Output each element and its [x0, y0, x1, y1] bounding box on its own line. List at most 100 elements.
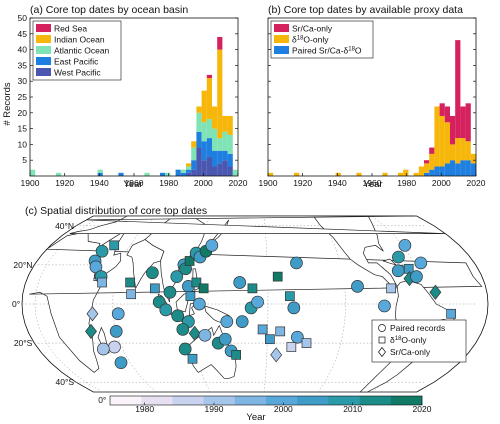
point-paired-60	[290, 256, 303, 270]
colorbar-tick-label: 2010	[343, 404, 362, 414]
superscript: 18	[348, 47, 355, 53]
bar-west-pacific-2002	[206, 157, 212, 176]
legend-label-paired-sr-ca-18o: Paired Sr/Ca-δ18O	[292, 46, 362, 56]
legend-label-sr-ca-only: Sr/Ca-only	[292, 24, 333, 34]
legend-swatch-atlantic-ocean	[36, 46, 51, 54]
bar-18o-only-1984	[413, 172, 419, 176]
panel-b-xlabel: Year	[363, 179, 382, 190]
point-d18o-only-31	[185, 291, 196, 302]
bar-west-pacific-1990	[186, 172, 192, 176]
legend-label-red-sea: Red Sea	[54, 24, 87, 34]
x-tick-label: 1920	[55, 178, 74, 188]
bar-indian-ocean-1999	[201, 90, 207, 123]
bar-atlantic-ocean-2002	[206, 119, 212, 139]
y-tick-label: 35	[18, 60, 28, 70]
point-d18o-only-0	[109, 240, 120, 251]
superscript: 18	[395, 336, 402, 342]
point-paired-27	[205, 238, 219, 252]
bar-indian-ocean-2002	[206, 78, 212, 120]
point-paired-10	[108, 340, 121, 354]
y-tick-label: 15	[18, 124, 28, 134]
bar-atlantic-ocean-1993	[191, 147, 197, 161]
bar-18o-only-2014	[465, 141, 471, 161]
colorbar-segment-1	[141, 396, 173, 405]
point-d18o-only-6	[125, 277, 135, 288]
point-paired-32	[192, 297, 206, 311]
bar-18o-only-1987	[418, 166, 424, 176]
colorbar-segment-7	[328, 396, 360, 405]
point-d18o-only-48	[257, 324, 268, 335]
bar-east-pacific-1939	[97, 172, 103, 176]
bar-paired-sr-ca-18o-2017	[470, 163, 476, 176]
point-paired-62	[378, 299, 391, 313]
colorbar-tick-label: 1990	[205, 404, 224, 414]
label-rest: O-only	[401, 335, 427, 345]
legend-swatch-sr-ca-only	[274, 24, 289, 32]
panel-b-chart: (b) Core top dates by available proxy da…	[259, 4, 486, 190]
point-d18o-only-39	[187, 353, 198, 364]
point-paired-70	[414, 256, 428, 270]
panel-a-title: (a) Core top dates by ocean basin	[30, 4, 188, 16]
point-paired-58	[287, 301, 301, 315]
bar-indian-ocean-2005	[212, 106, 218, 129]
bar-18o-only-1900	[268, 172, 274, 176]
bar-paired-sr-ca-18o-1999	[439, 166, 445, 176]
bar-indian-ocean-1990	[186, 163, 192, 167]
x-tick-label: 1920	[293, 178, 312, 188]
y-tick-label: 25	[18, 92, 28, 102]
point-paired-14	[114, 356, 128, 370]
legend-label-atlantic-ocean: Atlantic Ocean	[54, 46, 110, 56]
point-d18o-only-50	[275, 326, 286, 337]
bar-east-pacific-1987	[180, 172, 186, 176]
point-paired-3	[89, 260, 103, 274]
point-paired-68	[410, 270, 423, 283]
point-paired-38	[178, 342, 192, 356]
bar-atlantic-ocean-1996	[196, 112, 202, 132]
panel-b-frame	[267, 17, 477, 177]
bar-atlantic-ocean-1966	[144, 172, 150, 176]
colorbar: 1980 1990 2000 2010 2020	[109, 395, 432, 414]
lat-label: 20°N	[13, 260, 32, 270]
point-paired-1	[95, 244, 109, 258]
colorbar-segment-2	[172, 396, 204, 405]
bar-west-pacific-1999	[201, 160, 207, 176]
legend-swatch-paired-sr-ca-18o	[274, 46, 289, 54]
point-srca-only-36	[188, 325, 201, 341]
point-paired-44	[220, 315, 234, 328]
coastline-europe	[69, 215, 446, 234]
bar-atlantic-ocean-2014	[227, 134, 233, 154]
legend-swatch-east-pacific	[36, 57, 51, 65]
lat-label: 40°N	[55, 221, 74, 231]
point-d18o-only-49	[265, 334, 275, 345]
point-d18o-only-23	[184, 256, 195, 266]
bar-18o-only-1996	[434, 106, 440, 167]
bar-east-pacific-2005	[212, 150, 218, 167]
panel-a-frame	[29, 17, 239, 177]
point-srca-only-13	[86, 306, 99, 322]
legend-label-18o-only: δ18O-only	[292, 35, 329, 45]
point-paired-65	[392, 250, 405, 264]
bar-indian-ocean-2014	[227, 115, 233, 135]
bar-atlantic-ocean-1939	[97, 169, 103, 173]
point-paired-47	[251, 295, 264, 309]
bar-atlantic-ocean-1987	[180, 169, 186, 173]
bar-sr-ca-only-2002	[444, 106, 450, 123]
point-d18o-only-52	[286, 342, 297, 352]
panel-a-xlabel: Year	[123, 179, 142, 190]
bar-paired-sr-ca-18o-2011	[460, 160, 466, 176]
lat-label: 40°S	[56, 377, 75, 387]
bar-east-pacific-2011	[222, 150, 228, 161]
point-paired-19	[163, 285, 177, 299]
bar-paired-sr-ca-18o-2014	[465, 160, 471, 176]
bar-west-pacific-2014	[227, 166, 233, 176]
bar-18o-only-1966	[382, 172, 388, 176]
point-paired-51	[291, 330, 304, 344]
legend-marker-diamond	[378, 346, 386, 358]
bar-east-pacific-1993	[191, 160, 197, 170]
bar-sr-ca-only-2011	[460, 106, 466, 139]
bar-east-pacific-1996	[196, 131, 202, 148]
point-paired-41	[218, 332, 232, 346]
y-tick-label: 45	[18, 29, 28, 39]
point-d18o-only-5	[97, 277, 107, 288]
